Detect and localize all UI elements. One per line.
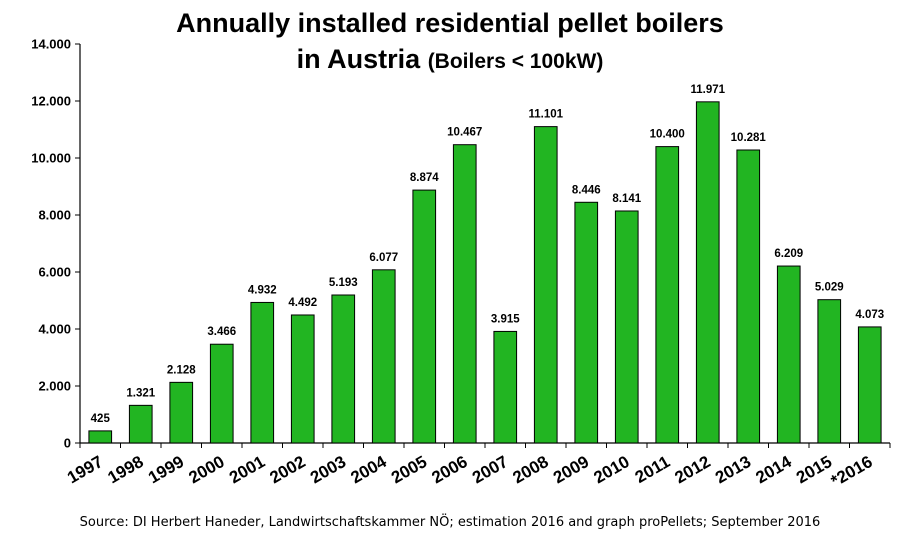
x-tick-label: 2000	[185, 452, 227, 487]
bar	[776, 265, 801, 444]
bar	[128, 404, 153, 444]
bar	[169, 381, 194, 444]
bar	[817, 299, 842, 444]
data-label: 11.971	[690, 84, 725, 96]
source-note: Source: DI Herbert Haneder, Landwirtscha…	[79, 515, 821, 530]
x-tick-label: 2011	[632, 452, 673, 487]
bar	[736, 149, 761, 444]
x-tick-label: 2001	[226, 452, 268, 487]
y-tick-label: 10.000	[31, 151, 71, 166]
x-tick-label: 2009	[550, 452, 592, 487]
x-tick-label: 2010	[590, 452, 632, 487]
data-label: 425	[91, 413, 111, 425]
bar	[493, 330, 518, 444]
x-tick-label: 2006	[428, 452, 470, 487]
x-tick-label: 2004	[347, 452, 390, 488]
bar	[614, 210, 639, 444]
data-label: 10.400	[650, 129, 685, 141]
bar	[695, 101, 720, 444]
bar	[88, 430, 113, 444]
y-tick-label: 4.000	[38, 322, 71, 337]
x-tick-label: 2012	[671, 452, 713, 487]
bar	[412, 189, 437, 444]
data-label: 2.128	[167, 364, 196, 376]
y-tick-label: 2.000	[38, 379, 71, 394]
data-label: 4.932	[248, 284, 277, 296]
data-label: 8.141	[612, 193, 641, 205]
data-label: 11.101	[528, 109, 563, 121]
bar	[371, 269, 396, 444]
x-tick-label: 2013	[712, 452, 754, 487]
x-tick-label: 2005	[388, 452, 430, 487]
data-label: 10.281	[731, 132, 767, 144]
data-label: 8.446	[572, 184, 601, 196]
data-label: 6.077	[369, 252, 398, 264]
data-label: 5.029	[815, 282, 844, 294]
y-tick-label: 14.000	[31, 37, 71, 52]
bar	[857, 326, 882, 444]
x-tick-label: 1998	[104, 452, 146, 487]
chart-title-line2: in Austria (Boilers < 100kW)	[0, 44, 900, 75]
y-tick-label: 12.000	[31, 94, 71, 109]
data-label: 3.466	[207, 326, 236, 338]
x-tick-label: 2015	[793, 452, 835, 487]
x-tick-label: 1997	[64, 452, 106, 487]
x-tick-label: 2003	[307, 452, 349, 487]
data-label: 1.321	[126, 387, 155, 399]
chart-title-line1: Annually installed residential pellet bo…	[176, 8, 724, 38]
x-tick-label: 2007	[469, 452, 511, 487]
bar	[209, 343, 234, 444]
x-tick-label: 2002	[266, 452, 308, 487]
bar	[452, 144, 477, 444]
chart-subtitle: (Boilers < 100kW)	[427, 50, 604, 73]
x-tick-label: 1999	[145, 452, 187, 487]
bar	[250, 301, 275, 444]
x-tick-label: 2014	[752, 452, 795, 488]
bar	[655, 146, 680, 444]
y-tick-label: 8.000	[38, 208, 71, 223]
bar	[574, 201, 599, 444]
x-tick-label: *2016	[828, 452, 876, 491]
data-label: 10.467	[447, 127, 482, 139]
data-label: 8.874	[410, 172, 439, 184]
data-label: 4.492	[288, 297, 317, 309]
data-label: 4.073	[855, 309, 884, 321]
bar	[290, 314, 315, 444]
x-tick-label: 2008	[509, 452, 551, 487]
bar	[331, 294, 356, 444]
bar	[533, 126, 558, 444]
data-label: 5.193	[329, 277, 358, 289]
y-tick-label: 6.000	[38, 265, 71, 280]
data-label: 3.915	[491, 313, 520, 325]
y-tick-label: 0	[64, 436, 71, 451]
chart-title-country: in Austria	[296, 44, 421, 74]
data-label: 6.209	[774, 248, 803, 260]
